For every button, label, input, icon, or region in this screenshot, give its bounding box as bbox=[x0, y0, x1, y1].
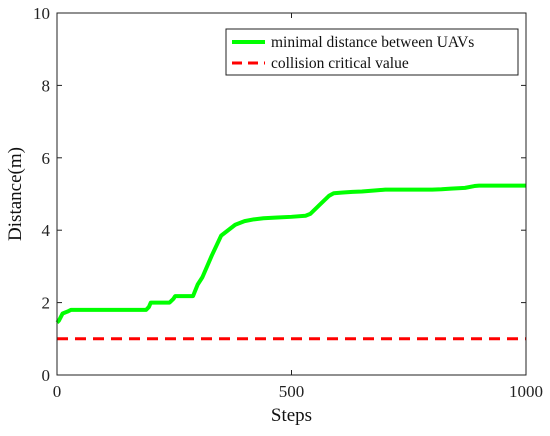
y-tick-label: 8 bbox=[42, 76, 51, 95]
x-tick-label: 500 bbox=[279, 382, 305, 401]
legend-label-2: collision critical value bbox=[271, 55, 409, 72]
y-tick-label: 6 bbox=[42, 149, 51, 168]
x-tick-label: 0 bbox=[53, 382, 62, 401]
legend: minimal distance between UAVs collision c… bbox=[225, 28, 519, 76]
series-line-1 bbox=[55, 183, 526, 324]
legend-box bbox=[225, 28, 519, 76]
y-tick-label: 4 bbox=[42, 221, 51, 240]
y-axis-label: Distance(m) bbox=[5, 147, 26, 241]
y-tick-label: 10 bbox=[33, 4, 50, 23]
legend-label-1: minimal distance between UAVs bbox=[271, 34, 474, 51]
y-tick-label: 2 bbox=[42, 294, 51, 313]
y-tick-label: 0 bbox=[42, 366, 51, 385]
x-axis-label: Steps bbox=[271, 405, 312, 426]
x-tick-label: 1000 bbox=[509, 382, 543, 401]
series-layer bbox=[55, 183, 526, 341]
axes-layer: 0 2 4 6 8 10 0 500 1000 bbox=[33, 4, 543, 401]
